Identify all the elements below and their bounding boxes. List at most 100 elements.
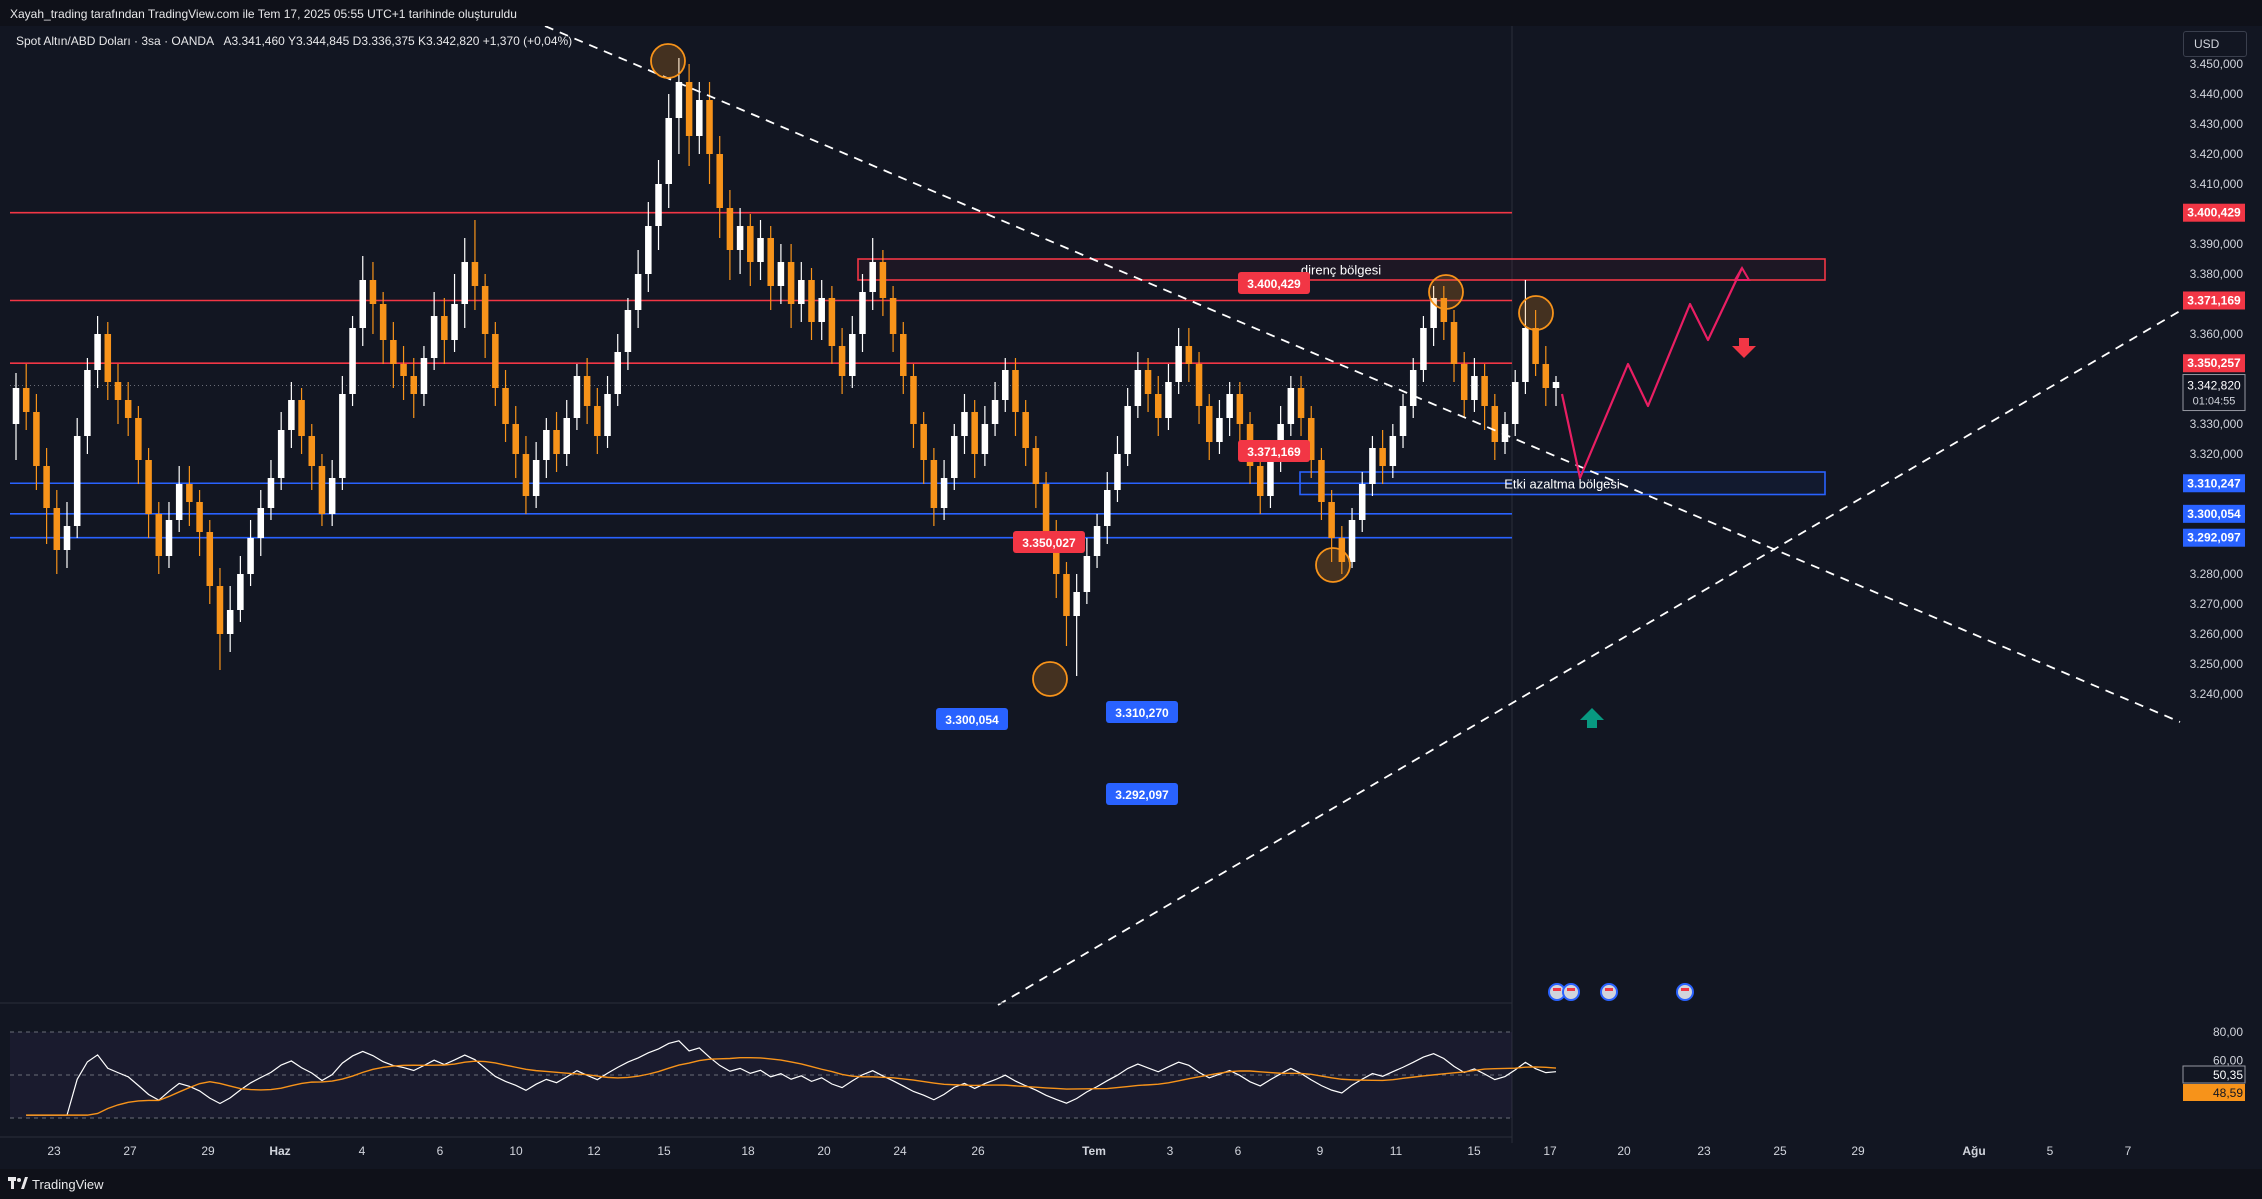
candle-body <box>481 286 489 334</box>
price-axis-tick: 3.380,000 <box>2190 267 2244 281</box>
candle-body <box>492 334 499 388</box>
candle-body <box>951 436 958 478</box>
candle-body <box>889 298 897 334</box>
candle-body <box>1460 364 1468 400</box>
candle-body <box>1287 388 1295 424</box>
price-axis-tick: 3.430,000 <box>2190 117 2244 131</box>
candle-body <box>328 478 336 514</box>
candle-body <box>1532 328 1539 364</box>
candle-body <box>22 388 30 412</box>
candle-body <box>1307 418 1315 460</box>
swing-point-circle <box>1315 547 1351 583</box>
chart-area[interactable]: direnç bölgesi Etki azaltma bölgesi 3.400,… <box>0 25 2262 1169</box>
candle-body <box>1328 502 1335 538</box>
candle-body <box>502 388 509 424</box>
chart-price-tag: 3.400,429 <box>1238 272 1310 294</box>
price-axis-tick: 3.250,000 <box>2190 657 2244 671</box>
candle-body <box>145 460 152 514</box>
candle-body <box>288 400 295 430</box>
bar-countdown: 01:04:55 <box>2193 396 2236 408</box>
last-price-value: 3.342,820 <box>2187 379 2241 393</box>
candle-body <box>206 532 214 586</box>
time-axis-tick: 29 <box>1851 1144 1865 1158</box>
chart-price-tag-text: 3.292,097 <box>1115 788 1169 802</box>
chart-price-tag-bg <box>936 708 1008 730</box>
candle-body <box>155 514 163 556</box>
candle-body <box>961 412 968 436</box>
candle-body <box>451 304 458 340</box>
candle-body <box>522 454 530 496</box>
candle-body <box>675 82 683 118</box>
candle-body <box>838 346 846 376</box>
economic-event-icon <box>1600 983 1618 1001</box>
candle-body <box>349 328 356 394</box>
time-axis-tick: 18 <box>741 1144 755 1158</box>
candle-body <box>1450 322 1458 364</box>
candle-body <box>186 484 193 502</box>
price-chart[interactable]: direnç bölgesi Etki azaltma bölgesi 3.400,… <box>0 25 2262 1169</box>
axis-price-tag: 3.300,054 <box>2183 504 2245 523</box>
time-axis-tick: Haz <box>269 1144 290 1158</box>
candle-body <box>1420 328 1427 370</box>
candle-body <box>1409 370 1417 406</box>
time-axis-tick: 23 <box>47 1144 61 1158</box>
candle-body <box>1175 346 1182 382</box>
ascending-trendline <box>997 307 2186 1006</box>
swing-point-circle <box>1518 295 1554 331</box>
tradingview-logo-icon <box>8 1177 28 1189</box>
candle-body <box>512 424 519 454</box>
candle-body <box>339 394 346 478</box>
axis-price-tag: 3.292,097 <box>2183 528 2245 547</box>
candle-body <box>135 418 142 460</box>
candle-body <box>604 394 611 436</box>
axis-price-tag-bg <box>2183 203 2245 222</box>
candle-body <box>1522 328 1529 382</box>
time-axis-tick: 7 <box>2125 1144 2132 1158</box>
time-axis-tick: 23 <box>1697 1144 1711 1158</box>
candle-body <box>1430 298 1437 328</box>
candle-body <box>430 316 438 358</box>
rsi-value-tag: 50,35 <box>2182 1065 2246 1084</box>
candle-body <box>1379 448 1386 466</box>
currency-button[interactable]: USD <box>2183 31 2247 57</box>
candle-body <box>716 154 723 208</box>
axis-price-tag-text: 3.350,257 <box>2187 356 2241 370</box>
axis-price-tag: 3.371,169 <box>2183 291 2245 310</box>
candle-body <box>665 118 672 184</box>
economic-event-icon <box>1562 983 1580 1001</box>
rsi-axis-tick: 60,00 <box>2213 1054 2243 1068</box>
chart-price-tag-text: 3.350,027 <box>1022 536 1076 550</box>
candle-body <box>1012 370 1019 412</box>
price-axis-tick: 3.410,000 <box>2190 177 2244 191</box>
candle-body <box>1093 526 1101 556</box>
candle-body <box>1063 574 1070 616</box>
candle-body <box>1471 376 1478 400</box>
candle-body <box>1073 592 1080 616</box>
time-axis-tick: 10 <box>509 1144 523 1158</box>
candles-group <box>12 58 1560 676</box>
axis-price-tag-text: 3.300,054 <box>2187 507 2241 521</box>
candle-body <box>247 538 254 574</box>
candle-body <box>196 502 203 532</box>
candle-body <box>869 262 876 292</box>
swing-point-circle <box>1032 661 1068 697</box>
time-axis-tick: 24 <box>893 1144 907 1158</box>
candle-body <box>777 262 785 286</box>
time-axis-tick: 15 <box>1467 1144 1481 1158</box>
candle-body <box>747 226 754 262</box>
rsi-ma-bg <box>2183 1084 2245 1101</box>
price-axis-tick: 3.450,000 <box>2190 57 2244 71</box>
candle-body <box>1358 484 1366 520</box>
candle-body <box>1185 346 1193 364</box>
candle-body <box>900 334 907 376</box>
candle-body <box>410 376 418 394</box>
candle-body <box>726 208 734 250</box>
ohlc-values: A3.341,460 Y3.344,845 D3.336,375 K3.342,… <box>223 34 573 48</box>
candle-body <box>1318 460 1325 502</box>
price-axis-tick: 3.440,000 <box>2190 87 2244 101</box>
axis-price-tag-bg <box>2183 474 2245 493</box>
axis-price-tag-text: 3.310,247 <box>2187 476 2241 490</box>
support-zone <box>1299 471 1826 496</box>
candle-body <box>369 280 377 304</box>
candle-body <box>124 400 132 418</box>
